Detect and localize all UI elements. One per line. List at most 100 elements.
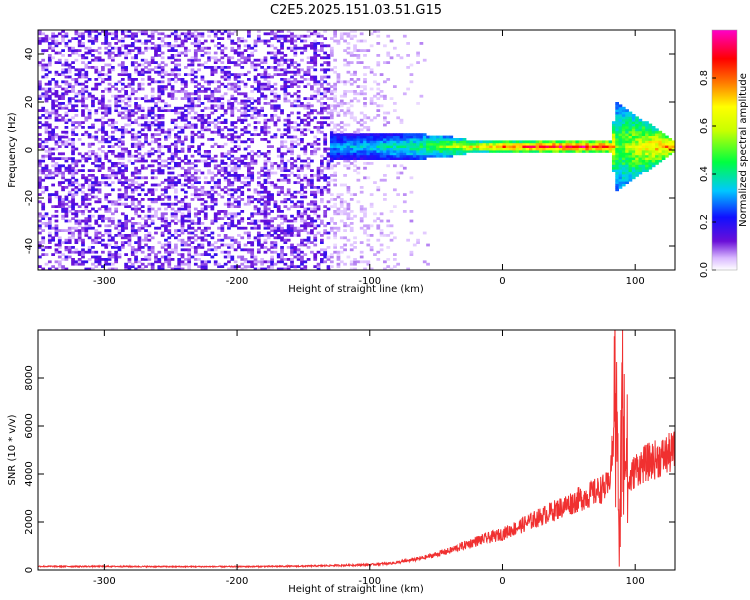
heatmap-cell [479, 142, 483, 146]
heatmap-cell [187, 258, 192, 261]
heatmap-cell [94, 30, 99, 33]
heatmap-cell [263, 56, 268, 60]
heatmap-cell [412, 152, 417, 156]
heatmap-cell [525, 142, 530, 146]
heatmap-cell [44, 188, 49, 192]
heatmap-cell [283, 176, 288, 180]
heatmap-cell [223, 202, 228, 206]
heatmap-cell [67, 229, 72, 232]
heatmap-cell [130, 92, 135, 96]
heatmap-cell [392, 135, 397, 139]
heatmap-cell [339, 147, 344, 151]
heatmap-cell [233, 190, 238, 194]
heatmap-cell [280, 236, 284, 240]
heatmap-cell [120, 39, 125, 43]
heatmap-cell [290, 75, 294, 79]
heatmap-cell [154, 118, 158, 122]
heatmap-cell [343, 236, 347, 240]
heatmap-cell [170, 87, 175, 91]
heatmap-cell [310, 56, 314, 60]
heatmap-cell [81, 94, 85, 98]
heatmap-cell [193, 80, 198, 84]
heatmap-cell [87, 217, 92, 220]
heatmap-cell [406, 267, 410, 270]
heatmap-cell [213, 32, 218, 36]
heatmap-cell [187, 207, 192, 211]
heatmap-cell [349, 30, 354, 33]
heatmap-cell [343, 39, 347, 43]
heatmap-cell [227, 253, 231, 256]
heatmap-cell [223, 262, 228, 266]
heatmap-cell [336, 104, 341, 108]
heatmap-cell [349, 116, 354, 120]
heatmap-cell [303, 210, 308, 213]
heatmap-cell [150, 61, 155, 64]
heatmap-cell [233, 224, 238, 228]
heatmap-cell [436, 138, 440, 141]
heatmap-cell [253, 133, 258, 136]
heatmap-cell [107, 210, 112, 213]
heatmap-cell [333, 66, 337, 69]
heatmap-cell [77, 169, 82, 172]
heatmap-cell [187, 73, 192, 76]
heatmap-cell [57, 265, 62, 268]
heatmap-cell [54, 140, 59, 144]
heatmap-cell [270, 255, 274, 259]
heatmap-cell [369, 140, 374, 144]
heatmap-cell [422, 140, 427, 144]
heatmap-cell [167, 166, 172, 170]
heatmap-cell [273, 202, 278, 206]
heatmap-cell [213, 30, 218, 33]
heatmap-cell [336, 114, 341, 117]
heatmap-cell [422, 157, 427, 160]
heatmap-cell [256, 37, 261, 40]
heatmap-cell [137, 169, 142, 172]
heatmap-cell [326, 207, 331, 211]
heatmap-cell [237, 205, 241, 208]
heatmap-cell [290, 85, 294, 88]
heatmap-cell [383, 147, 387, 151]
heatmap-cell [51, 39, 55, 43]
heatmap-cell [283, 162, 288, 165]
heatmap-cell [346, 42, 351, 45]
heatmap-cell [84, 219, 89, 223]
heatmap-cell [61, 176, 65, 180]
heatmap-cell [174, 44, 178, 48]
heatmap-cell [74, 181, 79, 184]
heatmap-cell [383, 260, 387, 264]
heatmap-cell [57, 241, 62, 244]
heatmap-cell [144, 159, 148, 163]
heatmap-cell [197, 90, 201, 93]
heatmap-cell [475, 145, 480, 148]
heatmap-cell [227, 75, 231, 79]
heatmap-cell [343, 63, 347, 67]
heatmap-cell [187, 265, 192, 268]
heatmap-cell [263, 118, 268, 122]
heatmap-cell [436, 152, 440, 156]
heatmap-cell [71, 169, 75, 172]
heatmap-cell [137, 147, 142, 151]
heatmap-cell [499, 142, 503, 146]
heatmap-cell [250, 140, 255, 144]
heatmap-cell [273, 97, 278, 100]
heatmap-cell [276, 61, 281, 64]
heatmap-cell [183, 49, 188, 52]
heatmap-cell [114, 234, 119, 237]
heatmap-cell [519, 147, 523, 151]
heatmap-cell [422, 260, 427, 264]
heatmap-cell [203, 128, 208, 132]
spectrogram-cells [38, 30, 675, 270]
heatmap-cell [280, 250, 284, 254]
heatmap-cell [110, 94, 115, 98]
heatmap-cell [313, 210, 318, 213]
heatmap-cell [134, 159, 138, 163]
heatmap-cell [260, 58, 265, 62]
heatmap-cell [190, 80, 195, 84]
heatmap-cell [509, 140, 513, 144]
heatmap-cell [343, 224, 347, 228]
heatmap-cell [253, 109, 258, 112]
heatmap-cell [41, 171, 46, 175]
heatmap-cell [157, 195, 162, 199]
heatmap-cell [120, 82, 125, 86]
heatmap-cell [134, 104, 138, 108]
